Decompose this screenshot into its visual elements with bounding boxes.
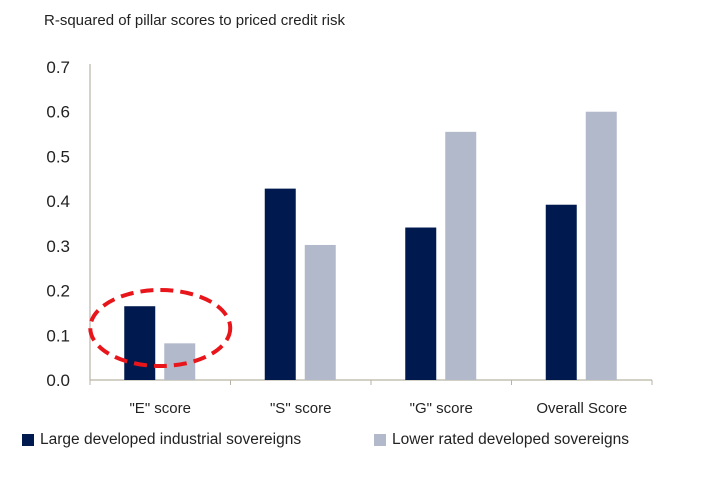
x-tick-label: Overall Score: [536, 400, 627, 417]
bar-large: [264, 188, 296, 380]
y-tick-label: 0.5: [46, 147, 70, 166]
bar-lower: [585, 111, 617, 380]
legend-label: Large developed industrial sovereigns: [40, 431, 302, 448]
y-tick-label: 0.6: [46, 103, 70, 122]
legend-item-large: Large developed industrial sovereigns: [22, 431, 301, 449]
chart-title: R-squared of pillar scores to priced cre…: [44, 12, 345, 29]
x-tick-label: "E" score: [129, 400, 191, 417]
legend-swatch: [22, 434, 34, 446]
y-tick-label: 0.2: [46, 282, 70, 301]
y-tick-label: 0.1: [46, 326, 70, 345]
bar-lower: [164, 343, 196, 380]
bar-large: [405, 227, 437, 380]
y-tick-label: 0.0: [46, 371, 70, 390]
bar-large: [124, 306, 156, 380]
x-tick-label: "G" score: [410, 400, 473, 417]
bar-lower: [445, 131, 477, 380]
y-tick-label: 0.4: [46, 192, 70, 211]
bar-lower: [304, 244, 336, 380]
legend-item-lower: Lower rated developed sovereigns: [374, 431, 629, 449]
bar-large: [545, 204, 577, 380]
y-tick-label: 0.3: [46, 237, 70, 256]
legend-label: Lower rated developed sovereigns: [392, 431, 629, 448]
x-tick-label: "S" score: [270, 400, 332, 417]
legend-swatch: [374, 434, 386, 446]
highlight-ellipse: [88, 288, 233, 368]
y-tick-label: 0.7: [46, 58, 70, 77]
